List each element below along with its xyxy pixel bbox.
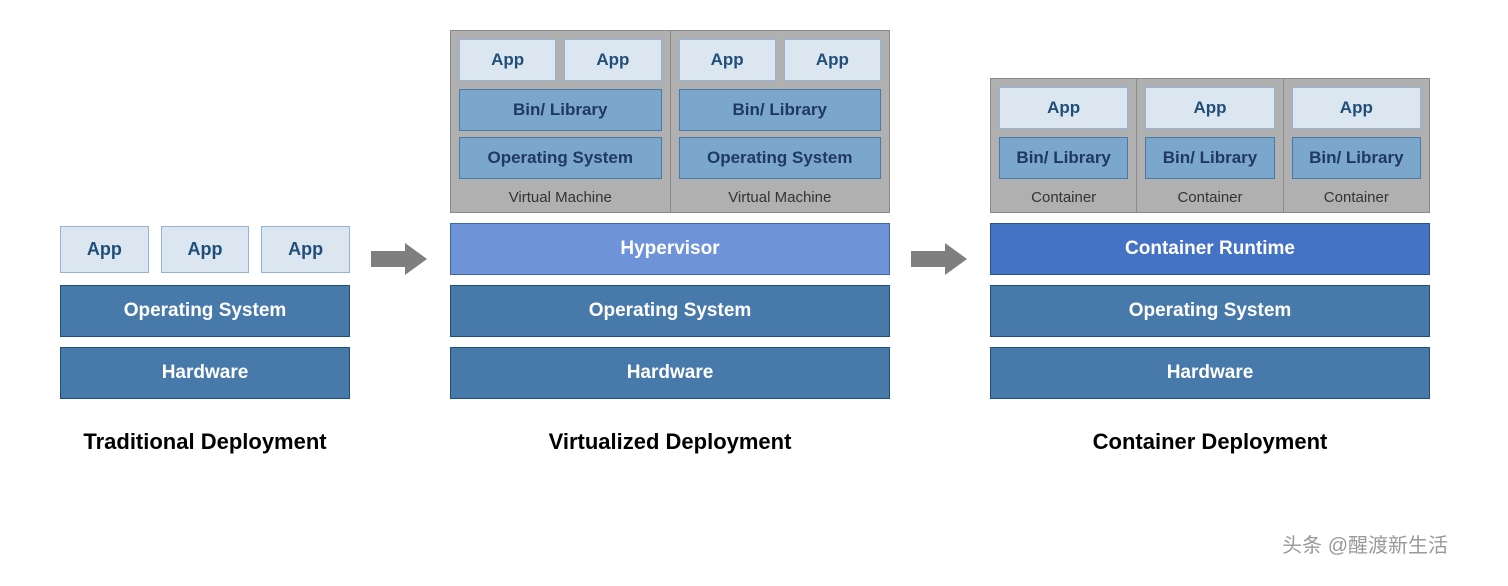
hypervisor-layer: Hypervisor [450,223,890,275]
traditional-app-row: App App App [60,226,350,273]
traditional-column: App App App Operating System Hardware Tr… [60,226,350,455]
container-label: Container [999,185,1128,208]
virtual-machine: App App Bin/ Library Operating System Vi… [451,31,671,212]
app-box: App [564,39,661,81]
traditional-title: Traditional Deployment [60,429,350,455]
guest-os-layer: Operating System [679,137,882,179]
os-layer: Operating System [450,285,890,337]
bin-library-layer: Bin/ Library [459,89,662,131]
bin-library-layer: Bin/ Library [1292,137,1421,179]
container-box: App Bin/ Library Container [1137,79,1283,212]
vm-frame: App App Bin/ Library Operating System Vi… [450,30,890,213]
app-box: App [459,39,556,81]
hardware-layer: Hardware [450,347,890,399]
container-label: Container [1292,185,1421,208]
arrow-right-icon [371,243,429,275]
hardware-layer: Hardware [990,347,1430,399]
app-box: App [784,39,881,81]
hardware-layer: Hardware [60,347,350,399]
os-layer: Operating System [990,285,1430,337]
app-box: App [679,39,776,81]
arrow-right-icon [911,243,969,275]
watermark-text: 头条 @醒渡新生活 [1282,529,1448,558]
app-box: App [1145,87,1274,129]
app-box: App [261,226,350,273]
container-column: App Bin/ Library Container App Bin/ Libr… [990,78,1430,455]
virtualized-title: Virtualized Deployment [450,429,890,455]
app-box: App [1292,87,1421,129]
arrow-wrap [890,243,990,455]
app-box: App [60,226,149,273]
deployment-diagram: App App App Operating System Hardware Tr… [0,0,1508,485]
vm-label: Virtual Machine [459,185,662,208]
container-box: App Bin/ Library Container [991,79,1137,212]
arrow-wrap [350,243,450,455]
vm-label: Virtual Machine [679,185,882,208]
os-layer: Operating System [60,285,350,337]
bin-library-layer: Bin/ Library [1145,137,1274,179]
app-box: App [161,226,250,273]
bin-library-layer: Bin/ Library [999,137,1128,179]
bin-library-layer: Bin/ Library [679,89,882,131]
app-box: App [999,87,1128,129]
container-label: Container [1145,185,1274,208]
container-box: App Bin/ Library Container [1284,79,1429,212]
container-frame: App Bin/ Library Container App Bin/ Libr… [990,78,1430,213]
container-runtime-layer: Container Runtime [990,223,1430,275]
container-title: Container Deployment [990,429,1430,455]
virtualized-column: App App Bin/ Library Operating System Vi… [450,30,890,455]
virtual-machine: App App Bin/ Library Operating System Vi… [671,31,890,212]
guest-os-layer: Operating System [459,137,662,179]
